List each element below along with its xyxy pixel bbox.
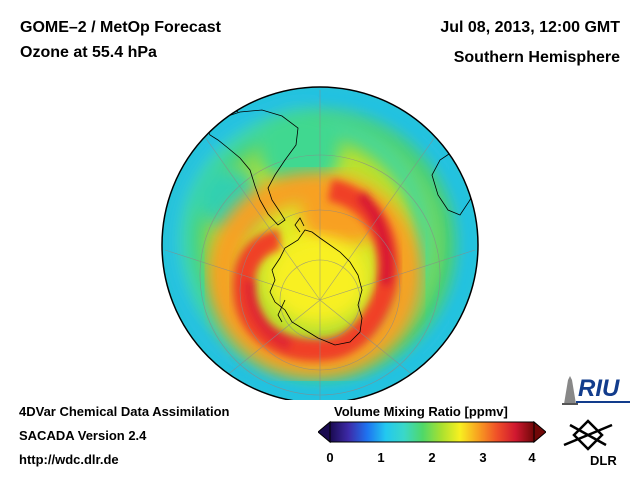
forecast-title: GOME–2 / MetOp Forecast [20, 19, 221, 36]
website-link[interactable]: http://wdc.dlr.de [19, 452, 119, 467]
svg-text:RIU: RIU [578, 375, 620, 402]
ozone-globe-map [161, 86, 479, 400]
colorbar-tick: 4 [528, 450, 536, 465]
colorbar-tick: 3 [479, 450, 487, 465]
dlr-logo [563, 419, 613, 451]
colorbar-gradient [329, 421, 535, 443]
colorbar-tick: 2 [428, 450, 436, 465]
colorbar-tick: 0 [326, 450, 334, 465]
colorbar-low-arrow [318, 420, 331, 444]
colorbar-title: Volume Mixing Ratio [ppmv] [334, 404, 508, 419]
colorbar [318, 420, 546, 444]
hemisphere-label: Southern Hemisphere [453, 49, 620, 66]
colorbar-tick: 1 [377, 450, 385, 465]
dlr-logo-text: DLR [590, 453, 617, 468]
ozone-level-title: Ozone at 55.4 hPa [20, 44, 157, 61]
forecast-date: Jul 08, 2013, 12:00 GMT [440, 19, 620, 36]
riu-logo: RIU [562, 375, 630, 405]
version-label: SACADA Version 2.4 [19, 428, 147, 443]
assimilation-label: 4DVar Chemical Data Assimilation [19, 404, 230, 419]
colorbar-high-arrow [533, 420, 546, 444]
